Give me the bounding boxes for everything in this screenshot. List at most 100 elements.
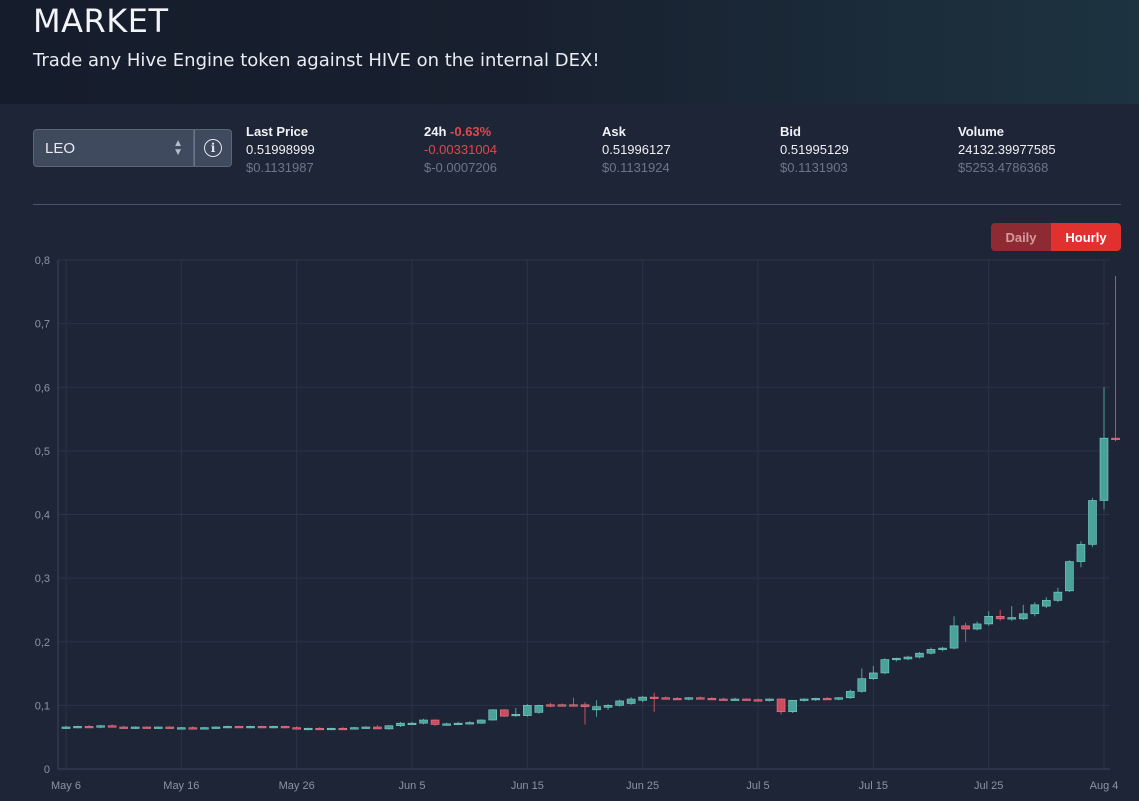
candle-body-up xyxy=(938,647,947,650)
candle-body-up xyxy=(926,649,936,654)
stat-label-text: 24h xyxy=(424,124,447,139)
page-title: MARKET xyxy=(33,2,169,40)
candle-body-up xyxy=(626,698,636,704)
candle-body-down xyxy=(165,726,175,729)
candle-body-down xyxy=(107,725,117,728)
candle-body-up xyxy=(453,722,463,725)
candle-body-down xyxy=(546,704,555,707)
candle-body-up xyxy=(96,725,105,728)
candle-body-up xyxy=(603,705,613,708)
price-chart[interactable]: 0 0,1 0,2 0,3 0,4 0,5 0,6 0,7 0,8 May 6 May 16 May … xyxy=(0,250,1139,801)
stat-24h-change: 24h -0.63% -0.00331004 $-0.0007206 xyxy=(424,123,594,177)
stat-ask: Ask 0.51996127 $0.1131924 xyxy=(602,123,772,177)
candle-body-down xyxy=(719,698,728,701)
y-tick-label: 0 xyxy=(44,764,50,776)
y-tick-label: 0,4 xyxy=(35,510,50,522)
candle-body-up xyxy=(73,726,82,729)
candle-body-up xyxy=(200,727,209,730)
stat-bid: Bid 0.51995129 $0.1131903 xyxy=(780,123,950,177)
candle-body-down xyxy=(961,625,970,630)
x-tick-label: May 26 xyxy=(279,780,315,792)
y-tick-label: 0,1 xyxy=(35,700,50,712)
candle-body-up xyxy=(638,696,647,701)
page-subtitle: Trade any Hive Engine token against HIVE… xyxy=(33,50,600,71)
candle-body-down xyxy=(142,726,152,729)
candle-body-down xyxy=(707,698,717,701)
candle-body-down xyxy=(119,726,128,729)
stat-value: -0.00331004 xyxy=(424,142,498,157)
interval-toggle: Daily Hourly xyxy=(991,223,1121,251)
stat-label: Ask xyxy=(602,124,626,139)
candle-body-up xyxy=(892,657,901,661)
candle-body-up xyxy=(523,705,532,716)
candle-body-up xyxy=(511,713,521,717)
candle-body-up xyxy=(857,678,867,692)
token-select[interactable]: LEO ▲ ▼ xyxy=(33,129,194,167)
candle-body-up xyxy=(326,727,336,731)
candle-body-up xyxy=(592,706,601,711)
candle-body-down xyxy=(742,698,751,701)
section-divider xyxy=(33,204,1121,205)
info-icon: i xyxy=(204,139,222,157)
stat-label: 24h -0.63% xyxy=(424,123,594,141)
candle-body-up xyxy=(845,691,855,699)
candle-body-up xyxy=(788,699,797,713)
candle-body-up xyxy=(765,698,774,701)
y-tick-label: 0,8 xyxy=(35,255,50,267)
candle-body-up xyxy=(361,726,371,729)
candle-body-down xyxy=(188,727,198,730)
candle-body-up xyxy=(811,698,820,701)
x-tick-label: May 6 xyxy=(51,780,81,792)
candle-body-up xyxy=(177,727,186,730)
candle-body-down xyxy=(338,727,348,731)
candle-body-up xyxy=(269,726,278,729)
candle-body-down xyxy=(84,726,94,729)
interval-hourly-button[interactable]: Hourly xyxy=(1051,223,1121,251)
stat-value: 24132.39977585 xyxy=(958,142,1056,157)
candle-body-down xyxy=(696,697,705,700)
candle-body-up xyxy=(419,719,428,724)
stat-value: 0.51995129 xyxy=(780,142,849,157)
stat-usd: $0.1131924 xyxy=(602,160,670,175)
candle-body-up xyxy=(1007,617,1017,620)
y-tick-label: 0,3 xyxy=(35,573,50,585)
candle-body-down xyxy=(292,727,301,730)
candle-body-up xyxy=(1053,591,1063,601)
stat-label: Bid xyxy=(780,124,801,139)
candle-body-down xyxy=(280,726,290,729)
candle-body-up xyxy=(799,698,809,701)
x-tick-label: Jun 25 xyxy=(626,780,659,792)
candle-body-down xyxy=(234,726,244,729)
stat-value: 0.51998999 xyxy=(246,142,315,157)
candle-body-up xyxy=(534,705,544,713)
chevron-up-down-icon: ▲ ▼ xyxy=(173,138,183,158)
candle-body-down xyxy=(569,704,578,707)
candle-body-down xyxy=(1111,437,1120,440)
candle-body-up xyxy=(407,722,417,725)
stat-label: Volume xyxy=(958,124,1004,139)
candle-body-up xyxy=(949,625,959,649)
candle-body-down xyxy=(661,697,671,700)
x-tick-label: Jul 25 xyxy=(974,780,1003,792)
stat-value: 0.51996127 xyxy=(602,142,671,157)
stat-volume: Volume 24132.39977585 $5253.4786368 xyxy=(958,123,1128,177)
candle-body-down xyxy=(753,699,763,702)
candle-body-down xyxy=(776,698,786,713)
candle-body-up xyxy=(442,723,451,726)
candle-body-up xyxy=(476,719,486,724)
candle-body-down xyxy=(822,698,832,701)
candle-body-up xyxy=(1076,544,1086,562)
candle-body-up xyxy=(303,727,313,731)
x-tick-label: Jul 15 xyxy=(859,780,888,792)
candle-body-down xyxy=(672,698,682,701)
token-info-button[interactable]: i xyxy=(194,129,232,167)
candle-body-down xyxy=(430,719,440,725)
interval-daily-button[interactable]: Daily xyxy=(991,223,1051,251)
candle-body-up xyxy=(465,722,474,725)
candle-body-down xyxy=(499,709,509,717)
candle-body-down xyxy=(995,615,1005,620)
candle-body-up xyxy=(915,652,924,658)
candle-body-down xyxy=(580,704,590,707)
stat-change-pct: -0.63% xyxy=(450,124,492,139)
candle-body-up xyxy=(153,726,163,729)
